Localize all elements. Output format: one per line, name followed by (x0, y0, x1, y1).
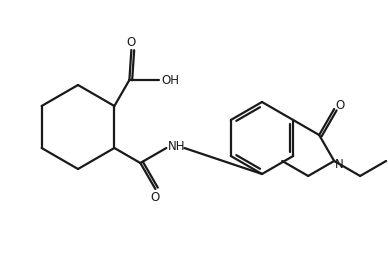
Text: N: N (335, 158, 343, 171)
Text: NH: NH (168, 139, 185, 152)
Text: O: O (127, 36, 136, 49)
Text: O: O (336, 99, 345, 112)
Text: OH: OH (161, 73, 179, 87)
Text: O: O (151, 192, 160, 204)
